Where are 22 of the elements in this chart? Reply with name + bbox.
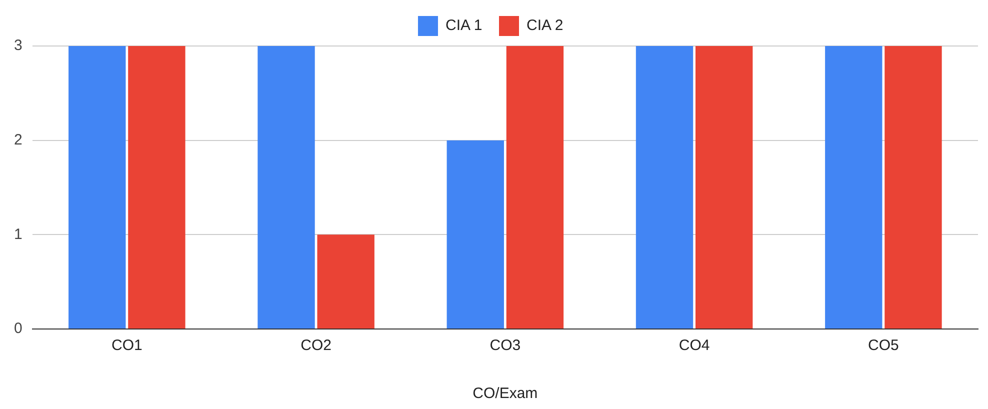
x-axis-title: CO/Exam [472,385,538,402]
x-tick-label: CO2 [300,337,332,354]
bar [825,46,882,328]
bar [506,46,564,328]
y-tick-label: 1 [14,226,22,243]
x-tick-label: CO4 [678,337,710,354]
y-tick-label: 3 [14,37,22,54]
x-tick-label: CO1 [111,337,142,354]
bar [446,140,504,328]
y-tick-label: 0 [14,320,22,338]
bar [128,46,186,328]
x-tick-label: CO5 [868,337,899,354]
x-tick-label: CO3 [490,337,521,354]
bar [884,46,942,328]
legend-label: CIA 2 [526,17,564,34]
y-tick-label: 2 [14,131,22,148]
bar [636,46,694,328]
bar [317,234,374,328]
bar [695,46,753,328]
bar [68,46,126,328]
legend-label: CIA 1 [445,17,482,34]
bar [258,46,315,328]
